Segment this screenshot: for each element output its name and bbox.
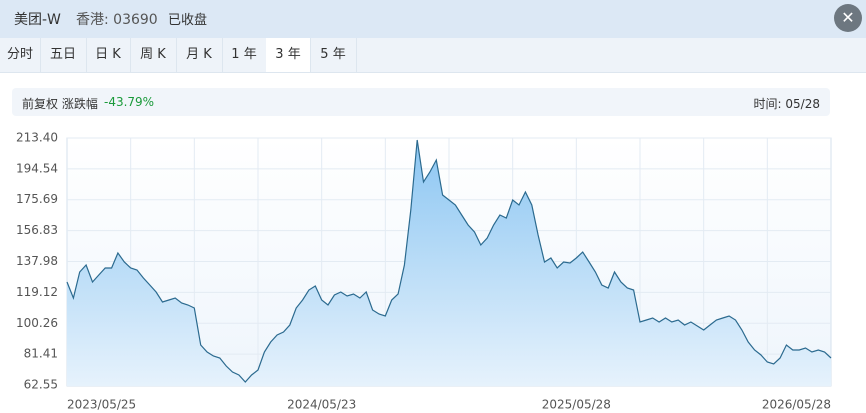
y-tick-label: 137.98 [16,254,58,268]
change-percent: -43.79% [104,95,155,109]
y-tick-label: 100.26 [16,316,58,330]
y-tick-label: 81.41 [24,347,58,361]
x-tick-label: 2024/05/23 [287,398,356,412]
tab[interactable]: 五日 [40,38,87,72]
tab[interactable]: 3 年 [266,38,311,72]
adjust-label: 前复权 涨跌幅 [22,97,98,111]
tab[interactable]: 日 K [86,38,131,72]
x-tick-label: 2023/05/25 [67,398,136,412]
tab[interactable]: 月 K [176,38,223,72]
y-tick-label: 62.55 [24,378,58,392]
close-button[interactable]: ✕ [834,4,862,32]
y-tick-label: 156.83 [16,223,58,237]
stock-code: 香港: 03690 [76,12,158,28]
area-fill [67,140,831,386]
price-line [66,139,832,383]
stock-name: 美团-W [14,12,61,28]
tab[interactable]: 周 K [130,38,177,72]
y-tick-label: 194.54 [16,161,58,175]
y-tick-label: 213.40 [16,131,58,145]
tab[interactable]: 分时 [0,38,41,72]
x-tick-label: 2026/05/28 [762,398,831,412]
y-tick-label: 175.69 [16,192,58,206]
info-bar: 前复权 涨跌幅 -43.79% 时间: 05/28 [12,88,830,116]
y-tick-label: 119.12 [16,285,58,299]
time-label: 时间: 05/28 [753,97,820,111]
tab[interactable]: 5 年 [310,38,357,72]
header: 美团-W 香港: 03690 已收盘 ✕ [0,0,866,38]
market-status: 已收盘 [168,13,208,28]
x-tick-label: 2025/05/28 [542,398,611,412]
